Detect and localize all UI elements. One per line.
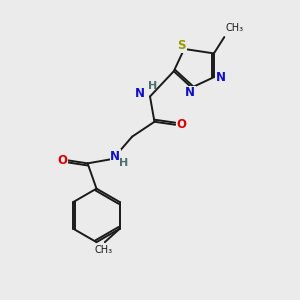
Text: S: S (178, 40, 186, 52)
Text: N: N (185, 86, 195, 99)
Text: O: O (57, 154, 67, 167)
Text: H: H (118, 158, 128, 168)
Text: N: N (135, 87, 145, 100)
Text: H: H (148, 81, 158, 91)
Text: N: N (110, 150, 120, 163)
Text: CH₃: CH₃ (226, 23, 244, 34)
Text: CH₃: CH₃ (94, 245, 112, 255)
Text: N: N (216, 71, 226, 84)
Text: O: O (177, 118, 187, 131)
